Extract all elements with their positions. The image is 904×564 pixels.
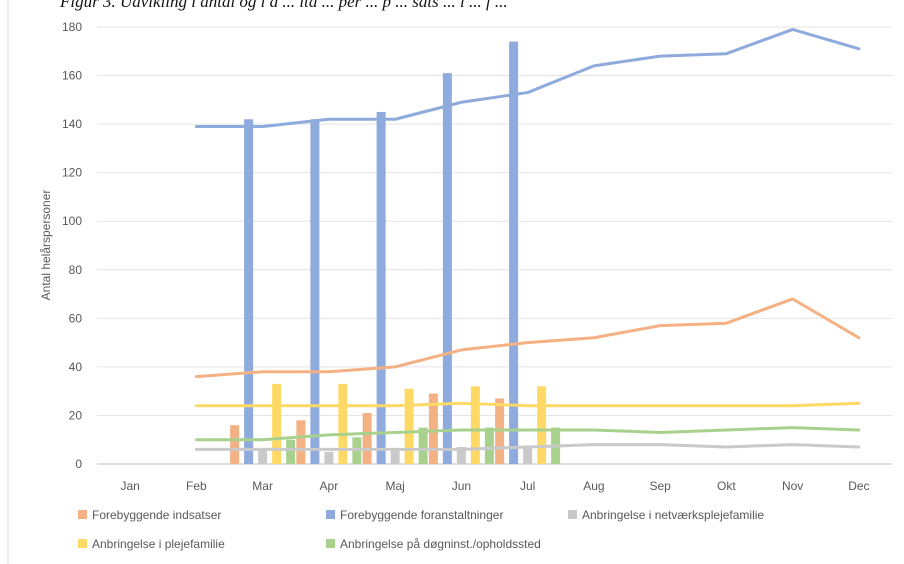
legend-swatch — [78, 510, 87, 519]
bar-0-mar — [230, 425, 240, 464]
bar-1-jul — [509, 41, 519, 465]
y-tick-label: 20 — [69, 408, 83, 422]
x-tick-label: Feb — [186, 479, 207, 493]
y-tick-label: 60 — [69, 311, 83, 325]
bar-3-jul — [537, 386, 547, 464]
bar-2-jul — [523, 447, 533, 464]
y-tick-label: 0 — [75, 457, 82, 471]
x-tick-label: Jan — [120, 479, 139, 493]
y-tick-label: 120 — [62, 166, 82, 180]
bar-2-jun — [456, 447, 466, 464]
x-tick-label: Mar — [252, 479, 273, 493]
bar-1-mar — [244, 119, 254, 464]
legend-label: Anbringelse i plejefamilie — [92, 537, 225, 551]
x-tick-label: Jul — [520, 479, 535, 493]
bar-4-mar — [286, 439, 296, 464]
x-tick-label: Maj — [385, 479, 404, 493]
bar-0-apr — [296, 420, 306, 464]
y-tick-label: 140 — [62, 117, 82, 131]
y-tick-label: 80 — [69, 263, 83, 277]
legend-label: Anbringelse i netværksplejefamilie — [582, 508, 764, 522]
bar-3-jun — [470, 386, 480, 464]
legend-label: Anbringelse på døgninst./opholdssted — [340, 537, 541, 551]
x-tick-label: Jun — [452, 479, 471, 493]
bar-4-jun — [484, 427, 494, 464]
bar-marks — [230, 41, 561, 465]
y-tick-label: 180 — [62, 20, 82, 34]
line-series-0 — [194, 297, 861, 379]
x-tick-label: Nov — [782, 479, 803, 493]
bar-0-jun — [428, 393, 438, 464]
legend: Forebyggende indsatser Forebyggende foran… — [78, 508, 764, 551]
bar-3-maj — [404, 388, 414, 464]
y-tick-label: 100 — [62, 214, 82, 228]
legend-swatch — [326, 510, 335, 519]
line-series-3 — [194, 401, 861, 408]
bar-4-maj — [418, 427, 428, 464]
bar-2-apr — [324, 451, 334, 464]
gridlines — [97, 26, 892, 465]
line-series-4 — [194, 426, 861, 442]
bar-1-jun — [442, 73, 452, 464]
legend-label: Forebyggende foranstaltninger — [340, 508, 503, 522]
line-series-1 — [194, 27, 861, 129]
y-tick-label: 40 — [69, 360, 83, 374]
line-series-2 — [194, 443, 861, 451]
bar-0-maj — [362, 413, 372, 464]
legend-label: Forebyggende indsatser — [92, 508, 221, 522]
x-tick-label: Sep — [649, 479, 671, 493]
bar-3-mar — [272, 383, 282, 464]
legend-swatch — [568, 510, 577, 519]
y-axis-label: Antal helårspersoner — [39, 190, 53, 301]
x-tick-label: Dec — [848, 479, 869, 493]
legend-swatch — [326, 539, 335, 548]
y-tick-labels: 0 20 40 60 80 100 120 140 160 180 — [62, 20, 82, 471]
x-tick-label: Aug — [583, 479, 604, 493]
x-tick-label: Apr — [320, 479, 339, 493]
x-tick-label: Okt — [717, 479, 736, 493]
legend-swatch — [78, 539, 87, 548]
figure-caption: Figur 3. Udvikling i antal og i a ... lt… — [60, 0, 508, 11]
y-tick-label: 160 — [62, 69, 82, 83]
line-marks — [194, 27, 861, 451]
bar-2-mar — [258, 449, 268, 464]
bar-2-maj — [390, 449, 400, 464]
bar-1-apr — [310, 119, 320, 464]
x-tick-labels: Jan Feb Mar Apr Maj Jun Jul Aug Sep Okt Nov Dec — [120, 479, 869, 493]
bar-3-apr — [338, 383, 348, 464]
bar-1-maj — [376, 111, 386, 464]
